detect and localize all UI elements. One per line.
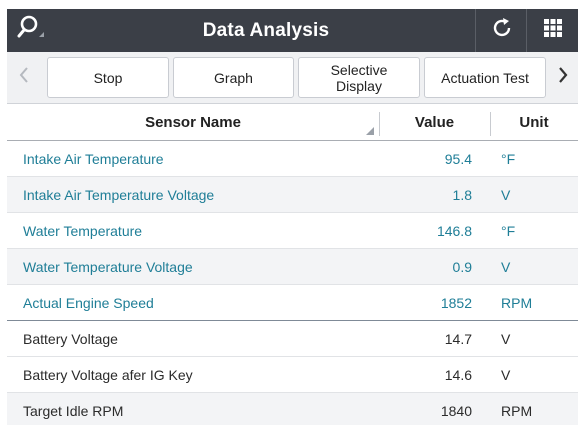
- scroll-left-button[interactable]: [9, 52, 39, 103]
- sensor-name: Intake Air Temperature Voltage: [23, 186, 215, 203]
- chevron-left-icon: [18, 66, 30, 89]
- selective-display-button[interactable]: Selective Display: [298, 57, 420, 98]
- row-divider: [7, 248, 578, 249]
- sensor-name: Water Temperature: [23, 222, 143, 239]
- toolbar: Stop Graph Selective Display Actuation T…: [7, 52, 578, 104]
- header-bar: Data Analysis: [7, 9, 578, 52]
- sort-indicator-icon: [366, 127, 374, 135]
- row-divider: [7, 392, 578, 393]
- sensor-unit: V: [501, 186, 511, 203]
- sensor-name: Battery Voltage: [23, 330, 118, 347]
- chevron-right-icon: [557, 66, 569, 89]
- sensor-value: 1.8: [452, 186, 472, 203]
- table-header: Sensor Name Value Unit: [7, 104, 578, 141]
- selection-divider: [7, 320, 578, 321]
- sensor-name: Target Idle RPM: [23, 402, 124, 419]
- sensor-value: 146.8: [436, 222, 472, 239]
- sensor-unit: V: [501, 330, 511, 347]
- sensor-unit: V: [501, 366, 511, 383]
- table-row[interactable]: Intake Air Temperature Voltage 1.8 V: [7, 177, 578, 212]
- row-divider: [7, 356, 578, 357]
- sensor-value: 1852: [440, 294, 472, 311]
- row-divider: [7, 284, 578, 285]
- search-icon: [17, 13, 47, 48]
- column-divider: [490, 112, 491, 136]
- row-divider: [7, 176, 578, 177]
- row-divider: [7, 212, 578, 213]
- sensor-unit: RPM: [501, 294, 533, 311]
- app-frame: Data Analysis: [7, 9, 578, 425]
- sensor-unit: °F: [501, 150, 516, 167]
- sensor-value: 0.9: [452, 258, 472, 275]
- table-row[interactable]: Actual Engine Speed 1852 RPM: [7, 285, 578, 320]
- scroll-right-button[interactable]: [548, 52, 578, 103]
- selective-display-label: Selective Display: [330, 61, 388, 94]
- refresh-button[interactable]: [475, 9, 527, 52]
- search-button[interactable]: [7, 9, 57, 52]
- actuation-test-button[interactable]: Actuation Test: [424, 57, 546, 98]
- refresh-icon: [490, 16, 514, 45]
- table-row[interactable]: Battery Voltage 14.7 V: [7, 321, 578, 356]
- sensor-value: 14.7: [444, 330, 472, 347]
- sensor-value: 14.6: [444, 366, 472, 383]
- stop-button[interactable]: Stop: [47, 57, 169, 98]
- sensor-unit: V: [501, 258, 511, 275]
- sensor-value: 1840: [440, 402, 472, 419]
- column-header-sensor-name[interactable]: Sensor Name: [145, 113, 241, 131]
- sensor-unit: RPM: [501, 402, 533, 419]
- table-row[interactable]: Battery Voltage afer IG Key 14.6 V: [7, 357, 578, 392]
- grid-menu-button[interactable]: [526, 9, 578, 52]
- table-row[interactable]: Water Temperature Voltage 0.9 V: [7, 249, 578, 284]
- table-row[interactable]: Intake Air Temperature 95.4 °F: [7, 141, 578, 176]
- page-title: Data Analysis: [202, 19, 330, 41]
- column-header-value[interactable]: Value: [414, 113, 455, 131]
- grid-menu-icon: [543, 18, 563, 43]
- sensor-name: Actual Engine Speed: [23, 294, 154, 311]
- sensor-name: Battery Voltage afer IG Key: [23, 366, 193, 383]
- table-row[interactable]: Target Idle RPM 1840 RPM: [7, 393, 578, 425]
- table-row[interactable]: Water Temperature 146.8 °F: [7, 213, 578, 248]
- column-header-unit[interactable]: Unit: [519, 113, 549, 131]
- sensor-value: 95.4: [444, 150, 472, 167]
- sensor-name: Water Temperature Voltage: [23, 258, 193, 275]
- column-divider: [379, 112, 380, 136]
- sensor-name: Intake Air Temperature: [23, 150, 164, 167]
- sensor-unit: °F: [501, 222, 516, 239]
- graph-button[interactable]: Graph: [173, 57, 294, 98]
